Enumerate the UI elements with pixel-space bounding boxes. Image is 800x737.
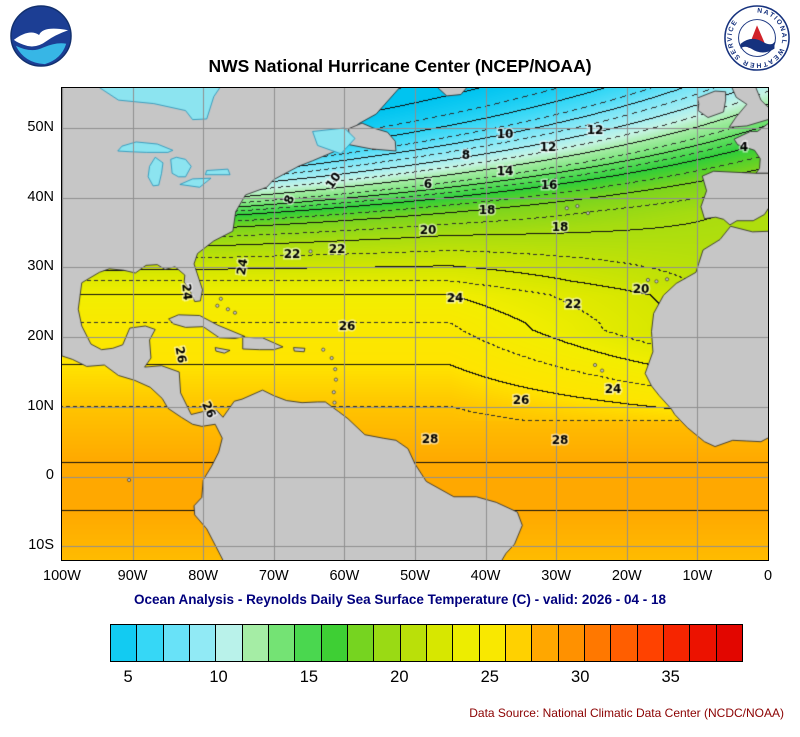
colorbar-cell bbox=[347, 625, 375, 661]
page-title: NWS National Hurricane Center (NCEP/NOAA… bbox=[208, 56, 592, 76]
noaa-emblem-icon bbox=[10, 5, 72, 67]
x-axis-label: 100W bbox=[43, 568, 81, 584]
y-axis-label: 50N bbox=[27, 119, 54, 135]
x-axis-label: 80W bbox=[188, 568, 219, 584]
data-source: Data Source: National Climatic Data Cent… bbox=[469, 706, 784, 720]
noaa-logo bbox=[10, 5, 72, 67]
colorbar-cell bbox=[453, 625, 480, 661]
y-axis-label: 20N bbox=[27, 328, 54, 344]
colorbar-cell bbox=[374, 625, 401, 661]
colorbar-cell bbox=[611, 625, 638, 661]
x-axis-label: 10W bbox=[682, 568, 713, 584]
sst-map bbox=[61, 87, 769, 561]
colorbar-cell bbox=[189, 625, 217, 661]
colorbar-cell bbox=[295, 625, 322, 661]
colorbar-cell bbox=[637, 625, 664, 661]
y-axis-label: 10N bbox=[27, 397, 54, 414]
colorbar-cell bbox=[505, 625, 533, 661]
colorbar-cell bbox=[163, 625, 190, 661]
caption: Ocean Analysis - Reynolds Daily Sea Surf… bbox=[134, 592, 666, 607]
colorbar-cell bbox=[479, 625, 506, 661]
sst-map-canvas bbox=[61, 87, 769, 561]
colorbar-cell bbox=[690, 625, 717, 661]
colorbar-cell bbox=[716, 625, 742, 661]
colorbar-cell bbox=[400, 625, 427, 661]
colorbar-tick-label: 5 bbox=[123, 668, 133, 686]
x-axis-label: 30W bbox=[541, 568, 572, 584]
y-axis-label: 10S bbox=[28, 537, 54, 554]
nws-seal-icon: NATIONAL WEATHER SERVICE bbox=[724, 5, 790, 71]
x-axis-label: 90W bbox=[117, 568, 148, 584]
x-axis-label: 50W bbox=[400, 568, 430, 584]
y-axis-label: 30N bbox=[27, 258, 54, 275]
y-axis-label: 40N bbox=[27, 188, 54, 205]
colorbar-tick-label: 20 bbox=[390, 668, 409, 686]
colorbar-cell bbox=[321, 625, 348, 661]
colorbar-cell bbox=[216, 625, 243, 661]
colorbar-cell bbox=[558, 625, 585, 661]
colorbar-tick-label: 30 bbox=[571, 668, 590, 686]
colorbar-cell bbox=[242, 625, 269, 661]
x-axis-label: 40W bbox=[470, 568, 501, 584]
x-axis-label: 60W bbox=[329, 568, 360, 584]
colorbar-tick-label: 35 bbox=[661, 668, 680, 686]
x-axis-label: 20W bbox=[611, 568, 642, 584]
colorbar-tick-label: 25 bbox=[480, 668, 499, 686]
colorbar: 5 10 15 20 25 30 35 bbox=[110, 624, 743, 690]
x-axis-label: 70W bbox=[258, 568, 289, 584]
colorbar-cell bbox=[426, 625, 454, 661]
colorbar-cell bbox=[584, 625, 612, 661]
colorbar-tick-label: 15 bbox=[299, 668, 319, 686]
nws-logo: NATIONAL WEATHER SERVICE bbox=[724, 5, 790, 71]
colorbar-cell bbox=[111, 625, 138, 661]
colorbar-cell bbox=[532, 625, 559, 661]
x-axis-label: 0 bbox=[763, 568, 773, 584]
y-axis-label: 0 bbox=[45, 467, 54, 484]
colorbar-cells bbox=[110, 624, 743, 662]
colorbar-cell bbox=[663, 625, 691, 661]
colorbar-cell bbox=[268, 625, 296, 661]
colorbar-ticks: 5 10 15 20 25 30 35 bbox=[110, 662, 743, 690]
colorbar-cell bbox=[137, 625, 164, 661]
colorbar-tick-label: 10 bbox=[209, 668, 228, 686]
